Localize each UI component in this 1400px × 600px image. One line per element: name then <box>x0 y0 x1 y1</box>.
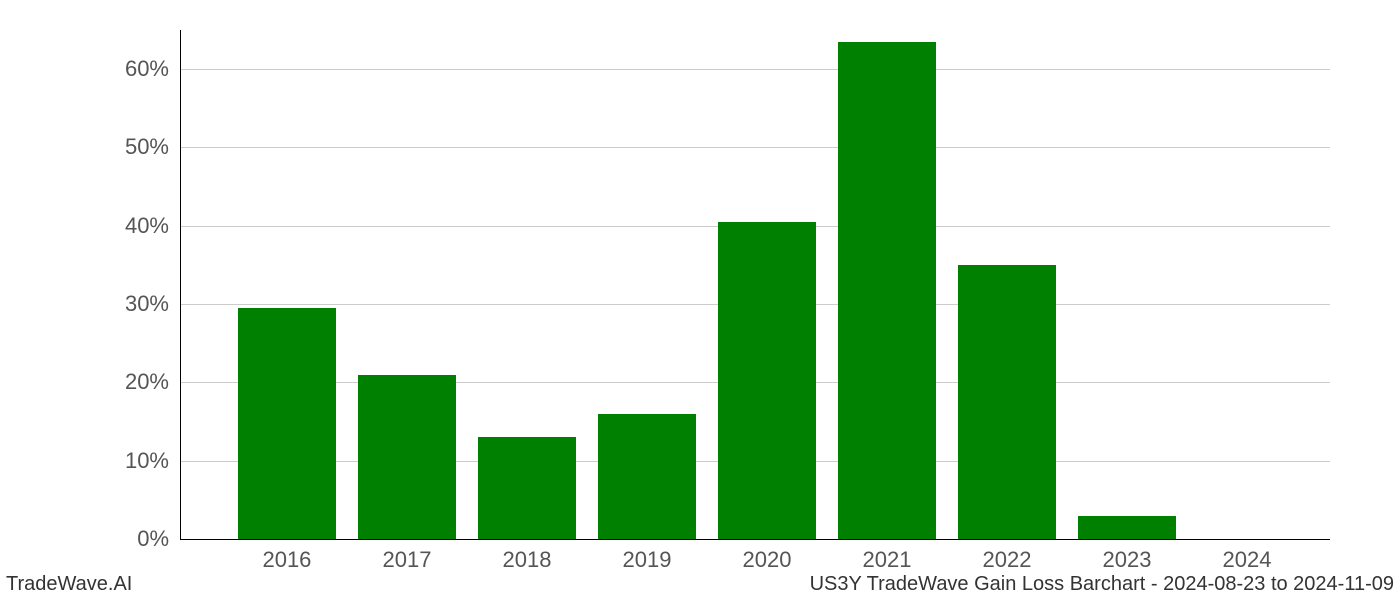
x-tick-label: 2024 <box>1223 547 1272 573</box>
x-tick-label: 2022 <box>983 547 1032 573</box>
y-tick-label: 60% <box>125 56 169 82</box>
gain-loss-barchart: 0%10%20%30%40%50%60%20162017201820192020… <box>180 30 1330 540</box>
bar <box>478 437 576 539</box>
bar <box>1078 516 1176 539</box>
gridline <box>181 69 1330 70</box>
bar <box>958 265 1056 539</box>
x-tick-label: 2018 <box>502 547 551 573</box>
bar <box>238 308 336 539</box>
y-tick-label: 30% <box>125 291 169 317</box>
y-tick-label: 0% <box>137 526 169 552</box>
gridline <box>181 147 1330 148</box>
y-tick-label: 40% <box>125 213 169 239</box>
footer-brand: TradeWave.AI <box>6 573 132 596</box>
bar <box>598 414 696 539</box>
y-tick-label: 10% <box>125 448 169 474</box>
bar <box>718 222 816 539</box>
bar <box>358 375 456 539</box>
x-tick-label: 2016 <box>262 547 311 573</box>
x-tick-label: 2020 <box>743 547 792 573</box>
x-tick-label: 2021 <box>863 547 912 573</box>
x-tick-label: 2017 <box>382 547 431 573</box>
x-tick-label: 2019 <box>622 547 671 573</box>
y-tick-label: 50% <box>125 134 169 160</box>
footer-caption: US3Y TradeWave Gain Loss Barchart - 2024… <box>810 573 1394 596</box>
x-tick-label: 2023 <box>1103 547 1152 573</box>
bar <box>838 42 936 539</box>
y-tick-label: 20% <box>125 369 169 395</box>
plot-area: 0%10%20%30%40%50%60%20162017201820192020… <box>180 30 1330 540</box>
